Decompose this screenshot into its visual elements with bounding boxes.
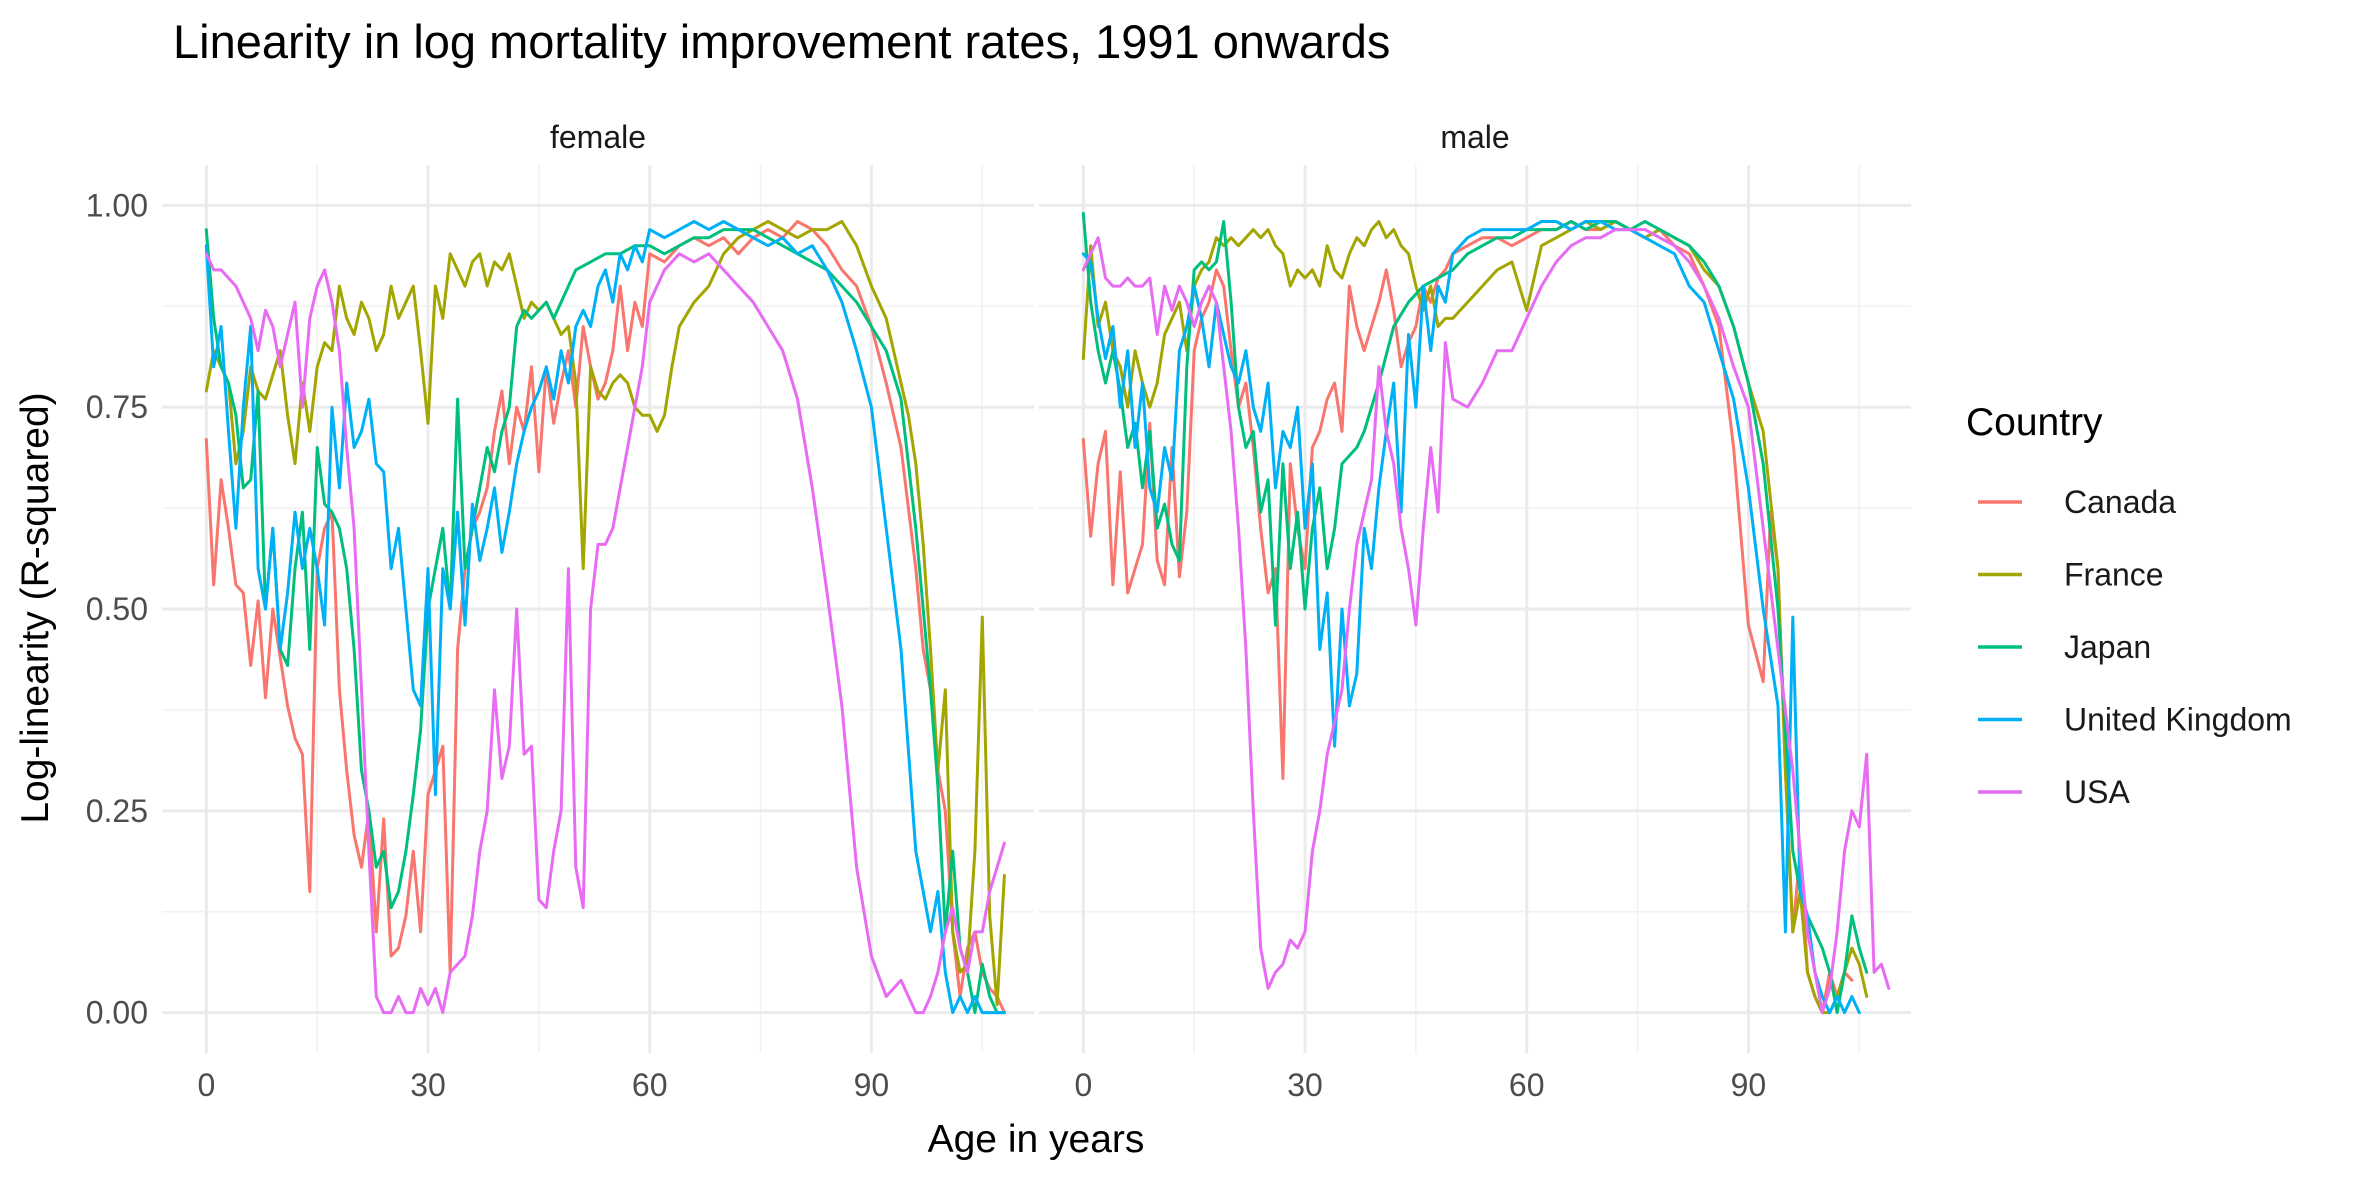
panel-strip-label-female: female <box>550 119 646 155</box>
legend-item-united-kingdom: United Kingdom <box>1978 702 2292 738</box>
series-line-female-united-kingdom <box>204 220 1006 1015</box>
legend-title: Country <box>1966 401 2103 444</box>
x-tick-labels-male: 0 30 60 90 <box>1074 1067 1766 1103</box>
y-tick-label: 0.25 <box>86 793 148 829</box>
x-tick-label: 60 <box>1509 1067 1545 1103</box>
legend-label-canada: Canada <box>2064 484 2176 520</box>
legend-item-usa: USA <box>1978 774 2130 810</box>
chart-title: Linearity in log mortality improvement r… <box>173 15 1390 68</box>
x-tick-label: 30 <box>410 1067 446 1103</box>
y-tick-label: 0.50 <box>86 591 148 627</box>
x-tick-label: 90 <box>854 1067 890 1103</box>
legend-label-japan: Japan <box>2064 629 2151 665</box>
legend-label-united-kingdom: United Kingdom <box>2064 702 2292 738</box>
x-axis-title: Age in years <box>928 1118 1145 1161</box>
legend-item-canada: Canada <box>1978 484 2176 520</box>
y-tick-label: 0.00 <box>86 995 148 1031</box>
series-line-male-japan <box>1081 211 1869 1015</box>
panel-female: female 0.00 0.25 0.50 0.75 1.00 0 30 60 90 <box>86 119 1034 1103</box>
x-tick-label: 30 <box>1287 1067 1323 1103</box>
y-tick-label: 1.00 <box>86 187 148 223</box>
legend-item-france: France <box>1978 557 2164 593</box>
lines-female <box>204 220 1006 1015</box>
series-line-male-usa <box>1081 228 1891 1015</box>
y-tick-label: 0.75 <box>86 389 148 425</box>
x-tick-label: 0 <box>1074 1067 1092 1103</box>
x-tick-label: 90 <box>1731 1067 1767 1103</box>
series-line-male-canada <box>1081 220 1854 1015</box>
series-line-female-japan <box>204 228 1006 1015</box>
legend-label-france: France <box>2064 557 2164 593</box>
legend-items: Canada France Japan United Kingdom USA <box>1978 484 2292 810</box>
x-tick-label: 60 <box>632 1067 668 1103</box>
legend: Country Canada France Japan United Kingdom U… <box>1966 401 2292 810</box>
y-axis-title: Log-linearity (R-squared) <box>14 392 57 823</box>
legend-item-japan: Japan <box>1978 629 2151 665</box>
series-line-female-usa <box>204 252 1006 1015</box>
x-tick-label: 0 <box>197 1067 215 1103</box>
x-tick-labels-female: 0 30 60 90 <box>197 1067 889 1103</box>
panel-strip-label-male: male <box>1440 119 1509 155</box>
legend-label-usa: USA <box>2064 774 2130 810</box>
series-line-female-france <box>204 220 1006 1007</box>
lines-male <box>1081 211 1891 1015</box>
panel-male: male 0 30 60 90 <box>1039 119 1911 1103</box>
series-line-male-united-kingdom <box>1081 220 1861 1015</box>
y-tick-labels-female: 0.00 0.25 0.50 0.75 1.00 <box>86 187 148 1030</box>
